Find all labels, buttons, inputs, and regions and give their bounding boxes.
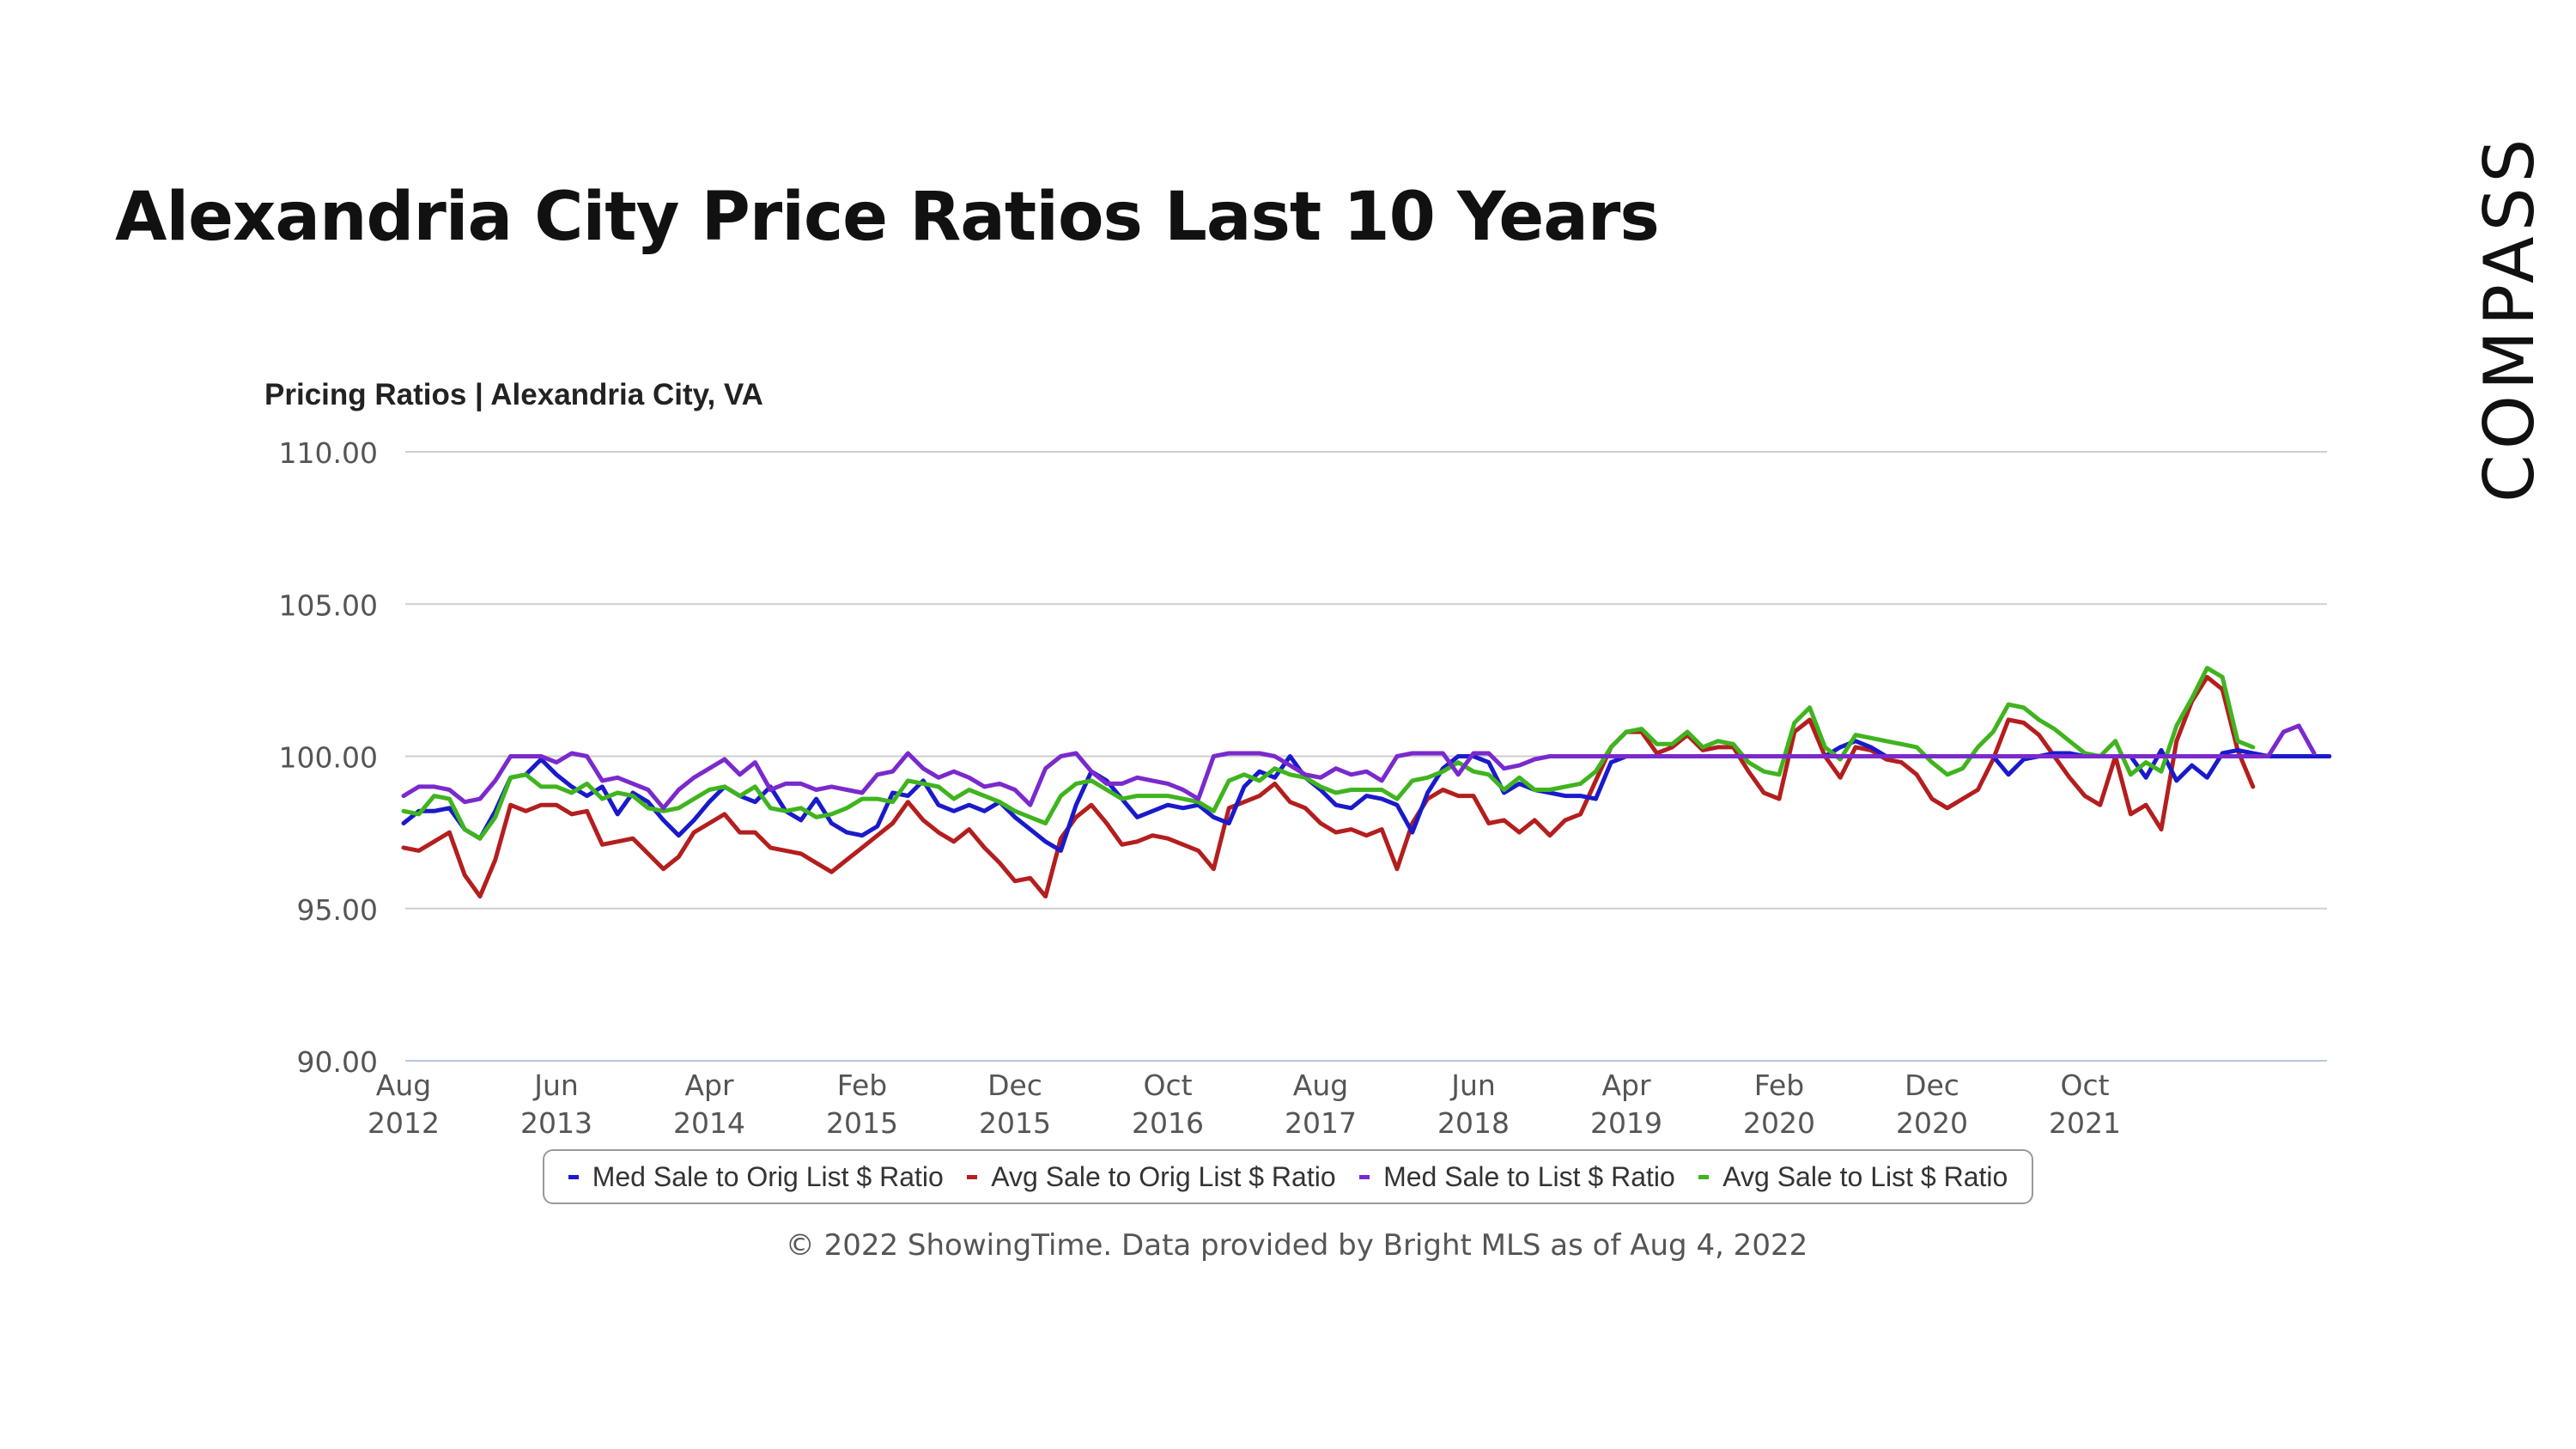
series-line-avg-sale-to-orig-list-ratio: [401, 674, 2256, 899]
pricing-ratios-chart: 110.00 105.00 100.00 95.00 90.00 Aug 2012 Jun 20…: [240, 369, 2353, 1271]
legend-label: Med Sale to Orig List $ Ratio: [592, 1160, 944, 1192]
y-tick-label: 95.00: [297, 893, 378, 927]
x-tick-month: Apr: [1601, 1068, 1651, 1102]
legend-swatch: [1698, 1174, 1710, 1179]
x-tick-year: 2016: [1132, 1106, 1204, 1140]
data-credit: © 2022 ShowingTime. Data provided by Bri…: [785, 1228, 1808, 1263]
legend-label: Avg Sale to Orig List $ Ratio: [991, 1160, 1336, 1192]
series-line-avg-sale-to-list-ratio: [401, 666, 2256, 841]
legend-label: Med Sale to List $ Ratio: [1383, 1160, 1675, 1192]
legend-swatch: [967, 1174, 978, 1179]
legend-item-med-sale-to-list[interactable]: Med Sale to List $ Ratio: [1359, 1161, 1675, 1193]
legend-swatch: [568, 1174, 579, 1179]
x-tick-year: 2020: [1896, 1106, 1968, 1140]
legend-item-avg-sale-to-list[interactable]: Avg Sale to List $ Ratio: [1698, 1161, 2008, 1193]
y-tick-label: 110.00: [279, 436, 378, 470]
x-tick-year: 2015: [979, 1106, 1051, 1140]
y-tick-label: 100.00: [279, 741, 378, 775]
x-tick-month: Aug: [376, 1068, 431, 1102]
x-tick-year: 2021: [2049, 1106, 2121, 1140]
chart-svg: 110.00105.00100.0095.0090.00Aug2012Jun20…: [279, 436, 2332, 1140]
x-tick-year: 2014: [673, 1106, 745, 1140]
legend-swatch: [1359, 1174, 1370, 1179]
x-tick-year: 2012: [368, 1106, 440, 1140]
page-title: Alexandria City Price Ratios Last 10 Yea…: [115, 179, 1660, 256]
compass-logo-graphic: COMPASS: [2470, 134, 2549, 502]
x-tick-month: Jun: [1449, 1068, 1496, 1102]
x-tick-month: Jun: [532, 1068, 579, 1102]
legend-label: Avg Sale to List $ Ratio: [1722, 1160, 2008, 1192]
y-tick-label: 90.00: [297, 1045, 378, 1079]
legend-item-med-sale-to-orig-list[interactable]: Med Sale to Orig List $ Ratio: [568, 1161, 944, 1193]
chart-legend: Med Sale to Orig List $ Ratio Avg Sale t…: [543, 1149, 2033, 1204]
x-tick-month: Oct: [1143, 1068, 1192, 1102]
x-tick-month: Feb: [837, 1068, 887, 1102]
x-tick-year: 2013: [520, 1106, 592, 1140]
legend-item-avg-sale-to-orig-list[interactable]: Avg Sale to Orig List $ Ratio: [967, 1160, 1336, 1193]
y-tick-label: 105.00: [279, 588, 378, 622]
x-tick-year: 2020: [1743, 1106, 1815, 1140]
x-tick-year: 2019: [1590, 1106, 1662, 1140]
x-tick-year: 2015: [826, 1106, 898, 1140]
chart-title: Pricing Ratios | Alexandria City, VA: [264, 378, 763, 411]
x-tick-month: Oct: [2060, 1068, 2109, 1102]
logo-text: COMPASS: [2470, 134, 2549, 502]
compass-logo: COMPASS: [2463, 69, 2557, 515]
x-tick-year: 2018: [1437, 1106, 1510, 1140]
x-tick-month: Apr: [684, 1068, 734, 1102]
x-tick-month: Dec: [987, 1068, 1042, 1102]
x-tick-year: 2017: [1285, 1106, 1357, 1140]
series-line-med-sale-to-list-ratio: [401, 723, 2317, 811]
x-tick-month: Dec: [1905, 1068, 1959, 1102]
x-tick-month: Aug: [1293, 1068, 1348, 1102]
x-tick-month: Feb: [1754, 1068, 1804, 1102]
